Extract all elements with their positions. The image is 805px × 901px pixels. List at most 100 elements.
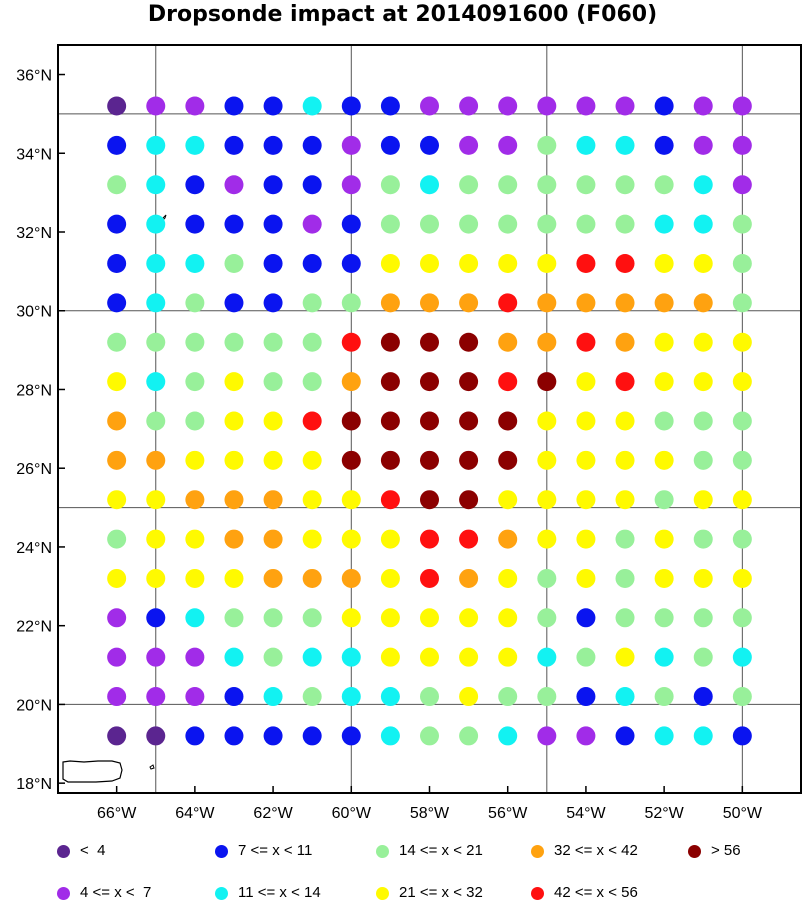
impact-dot	[498, 608, 518, 628]
impact-dot	[185, 411, 205, 431]
impact-dot	[146, 175, 166, 195]
impact-dot	[693, 490, 713, 510]
impact-dot	[693, 450, 713, 470]
legend-swatch	[215, 845, 228, 858]
impact-dot	[224, 96, 244, 116]
impact-dot	[380, 135, 400, 155]
lat-tick-label: 24°N	[16, 540, 52, 557]
impact-dot	[380, 293, 400, 313]
impact-dot	[732, 608, 752, 628]
impact-dot	[459, 214, 479, 234]
impact-dot	[380, 490, 400, 510]
lon-tick-label: 64°W	[175, 805, 215, 822]
impact-dot	[224, 647, 244, 667]
impact-dot	[576, 214, 596, 234]
impact-dot	[654, 214, 674, 234]
impact-dot	[341, 214, 361, 234]
legend-swatch	[215, 887, 228, 900]
impact-dot	[420, 726, 439, 746]
impact-dot	[498, 332, 518, 352]
impact-dot	[185, 253, 205, 273]
impact-dot	[185, 608, 205, 628]
lat-tick-label: 26°N	[16, 461, 52, 478]
impact-dot	[107, 253, 127, 273]
impact-dot	[263, 332, 283, 352]
impact-dot	[146, 568, 166, 588]
impact-dot	[654, 529, 674, 549]
lat-tick-label: 34°N	[16, 146, 52, 163]
impact-dot	[420, 608, 439, 628]
impact-dot	[341, 135, 361, 155]
impact-dot	[302, 135, 322, 155]
impact-dot	[302, 411, 322, 431]
impact-dot	[576, 175, 596, 195]
impact-dot	[576, 647, 596, 667]
legend-label: 11 <= x < 14	[238, 884, 321, 901]
impact-dot	[263, 96, 283, 116]
impact-dot	[263, 175, 283, 195]
legend-label: 32 <= x < 42	[554, 842, 638, 859]
impact-dot	[615, 647, 635, 667]
impact-dot	[654, 175, 674, 195]
impact-dot	[537, 529, 557, 549]
legend-swatch	[57, 845, 70, 858]
impact-dot	[654, 293, 674, 313]
impact-dot	[693, 687, 713, 707]
impact-dot	[576, 529, 596, 549]
impact-dot	[693, 293, 713, 313]
impact-dot	[185, 135, 205, 155]
impact-dot	[224, 332, 244, 352]
impact-dot	[576, 96, 596, 116]
impact-dot	[537, 96, 557, 116]
impact-dot	[498, 490, 518, 510]
impact-dot	[224, 608, 244, 628]
impact-dot	[498, 135, 518, 155]
impact-dot	[693, 135, 713, 155]
impact-dot	[341, 687, 361, 707]
impact-dot	[302, 332, 322, 352]
impact-dot	[654, 687, 674, 707]
impact-dot	[380, 647, 400, 667]
impact-dot	[576, 490, 596, 510]
impact-dot	[263, 135, 283, 155]
impact-dot	[107, 214, 127, 234]
lon-tick-label: 66°W	[97, 805, 137, 822]
lon-tick-label: 56°W	[488, 805, 528, 822]
impact-dot	[732, 175, 752, 195]
impact-dot	[615, 372, 635, 392]
impact-dot	[615, 568, 635, 588]
impact-dot	[459, 293, 479, 313]
impact-dot	[185, 332, 205, 352]
impact-dot	[459, 529, 479, 549]
impact-dot	[498, 293, 518, 313]
impact-dot	[107, 96, 127, 116]
impact-dot	[420, 332, 439, 352]
impact-dot	[693, 253, 713, 273]
impact-dot	[302, 726, 322, 746]
impact-dot	[380, 253, 400, 273]
impact-dot	[537, 608, 557, 628]
lat-tick-label: 32°N	[16, 225, 52, 242]
impact-dot	[537, 372, 557, 392]
lat-tick-label: 18°N	[16, 776, 52, 793]
legend-label: 21 <= x < 32	[399, 884, 483, 901]
impact-dot	[263, 411, 283, 431]
legend-label: > 56	[711, 842, 741, 859]
impact-dot	[302, 568, 322, 588]
impact-dot	[185, 726, 205, 746]
impact-dot	[537, 450, 557, 470]
impact-dot	[263, 214, 283, 234]
impact-dot	[224, 726, 244, 746]
impact-dot	[380, 175, 400, 195]
impact-dot	[420, 568, 439, 588]
impact-dot	[341, 726, 361, 746]
impact-dot	[107, 608, 127, 628]
impact-dot	[302, 293, 322, 313]
impact-dot	[107, 687, 127, 707]
impact-dot	[263, 726, 283, 746]
impact-dot	[185, 372, 205, 392]
impact-dot	[302, 253, 322, 273]
impact-dot	[302, 96, 322, 116]
impact-dot	[615, 608, 635, 628]
